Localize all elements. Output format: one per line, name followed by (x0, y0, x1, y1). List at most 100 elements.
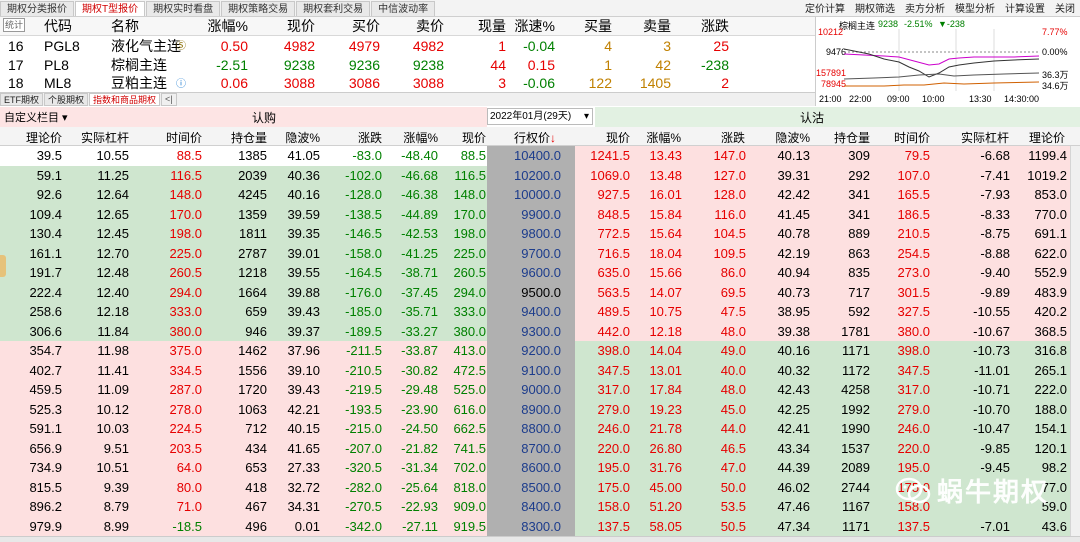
call-col-price[interactable]: 现价 (461, 131, 486, 145)
call-col-iv[interactable]: 隐波% (285, 131, 320, 145)
tab-citic-volatility[interactable]: 中信波动率 (371, 1, 436, 16)
tab-option-arbitrage[interactable]: 期权套利交易 (296, 1, 371, 16)
tab-index-commodity-option[interactable]: 指数和商品期权 (89, 93, 161, 106)
col-ask[interactable]: 卖价 (416, 18, 444, 34)
tab-etf-option[interactable]: ETF期权 (0, 93, 43, 106)
t-row[interactable]: 734.9 10.51 64.0 653 27.33 -320.5 -31.34 702.0 8… (0, 458, 1070, 478)
t-row[interactable]: 656.9 9.51 203.5 434 41.65 -207.0 -21.82 741.5 8… (0, 438, 1070, 458)
col-price[interactable]: 现价 (287, 18, 315, 34)
vertical-scrollbar[interactable] (1070, 146, 1080, 536)
t-row[interactable]: 258.6 12.18 333.0 659 39.43 -185.0 -35.71 333.0… (0, 302, 1070, 322)
put-col-change-pct[interactable]: 涨幅% (646, 131, 681, 145)
t-row[interactable]: 109.4 12.65 170.0 1359 39.59 -138.5 -44.89 170.… (0, 204, 1070, 224)
tab-scroll-arrows[interactable]: <| (161, 93, 177, 106)
put-cell-bg (575, 263, 1070, 283)
put-cell-bg (575, 360, 1070, 380)
call-iv: 39.59 (287, 206, 320, 222)
put-col-time-value[interactable]: 时间价 (893, 131, 930, 145)
put-change-pct: 15.66 (649, 265, 682, 280)
t-row[interactable]: 402.7 11.41 334.5 1556 39.10 -210.5 -30.82 472.… (0, 360, 1070, 380)
row-price: 4982 (283, 37, 315, 54)
col-bid-qty[interactable]: 买量 (584, 18, 612, 34)
quote-row[interactable]: 16 PGL8 液化气主连 Ⓢ 0.50 4982 4979 4982 1 -0.04 4 3 25 (0, 36, 815, 55)
call-cell-bg (0, 438, 487, 458)
strike-price: 9400.0 (521, 304, 561, 319)
strike-price: 8300.0 (521, 518, 561, 534)
call-col-open-interest[interactable]: 持仓量 (230, 131, 267, 145)
put-col-price[interactable]: 现价 (605, 131, 630, 145)
stat-button[interactable]: 统计 (3, 18, 25, 32)
tab-option-strategy[interactable]: 期权策略交易 (221, 1, 296, 16)
put-price: 347.5 (597, 362, 630, 378)
tab-option-realtime[interactable]: 期权实时看盘 (146, 1, 221, 16)
t-row[interactable]: 591.1 10.03 224.5 712 40.15 -215.0 -24.50 662.5… (0, 419, 1070, 439)
call-col-time-value[interactable]: 时间价 (165, 131, 202, 145)
t-row[interactable]: 161.1 12.70 225.0 2787 39.01 -158.0 -41.25 225.… (0, 243, 1070, 263)
tab-option-t-quote[interactable]: 期权T型报价 (75, 1, 146, 16)
t-row[interactable]: 191.7 12.48 260.5 1218 39.55 -164.5 -38.71 260.… (0, 263, 1070, 283)
seller-analysis-button[interactable]: 卖方分析 (905, 4, 945, 15)
call-oi: 1218 (238, 265, 267, 280)
call-oi: 1063 (238, 401, 267, 417)
put-cell-bg (575, 204, 1070, 224)
custom-columns-dropdown[interactable]: 自定义栏目 ▾ (4, 112, 68, 124)
call-col-theory[interactable]: 理论价 (25, 131, 62, 145)
t-row[interactable]: 222.4 12.40 294.0 1664 39.88 -176.0 -37.45 294.… (0, 282, 1070, 302)
col-speed[interactable]: 涨速% (514, 18, 555, 34)
col-change[interactable]: 涨跌 (701, 18, 729, 34)
call-price: 741.5 (453, 440, 486, 456)
t-row[interactable]: 39.5 10.55 88.5 1385 41.05 -83.0 -48.40 88.5 104… (0, 146, 1070, 166)
t-row[interactable]: 354.7 11.98 375.0 1462 37.96 -211.5 -33.87 413.… (0, 341, 1070, 361)
close-button[interactable]: 关闭 (1055, 4, 1075, 15)
col-ask-qty[interactable]: 卖量 (643, 18, 671, 34)
call-oi: 1385 (238, 148, 267, 163)
col-chg-pct[interactable]: 涨幅% (207, 18, 248, 34)
call-oi: 1811 (239, 226, 267, 241)
col-bid[interactable]: 买价 (352, 18, 380, 34)
expiry-month-select[interactable]: 2022年01月(29天) ▾ (487, 108, 593, 125)
pricing-calc-button[interactable]: 定价计算 (805, 4, 845, 15)
call-oi: 1359 (238, 206, 267, 222)
put-oi: 2089 (841, 460, 870, 475)
put-col-open-interest[interactable]: 持仓量 (833, 131, 870, 145)
t-row[interactable]: 896.2 8.79 71.0 467 34.31 -270.5 -22.93 909.0 84… (0, 497, 1070, 517)
put-col-theory[interactable]: 理论价 (1028, 131, 1065, 145)
call-col-change-pct[interactable]: 涨幅% (403, 131, 438, 145)
col-code[interactable]: 代码 (44, 18, 72, 34)
t-row[interactable]: 59.1 11.25 116.5 2039 40.36 -102.0 -46.68 116.5… (0, 165, 1070, 185)
strike-cell-bg (487, 438, 575, 458)
put-oi: 1171 (842, 343, 870, 358)
t-row[interactable]: 525.3 10.12 278.0 1063 42.21 -193.5 -23.90 616.… (0, 399, 1070, 419)
t-row[interactable]: 815.5 9.39 80.0 418 32.72 -282.0 -25.64 818.0 85… (0, 477, 1070, 497)
horizontal-scrollbar[interactable] (0, 536, 1080, 542)
model-analysis-button[interactable]: 模型分析 (955, 4, 995, 15)
put-iv: 39.31 (777, 167, 810, 183)
calc-settings-button[interactable]: 计算设置 (1005, 4, 1045, 15)
strike-col[interactable]: 行权价↓ (514, 129, 556, 146)
t-row[interactable]: 459.5 11.09 287.0 1720 39.43 -219.5 -29.48 525.… (0, 380, 1070, 400)
t-row[interactable]: 92.6 12.64 148.0 4245 40.16 -128.0 -46.38 148.0… (0, 185, 1070, 205)
put-change-pct: 45.00 (649, 479, 682, 495)
col-volume[interactable]: 现量 (478, 18, 506, 34)
put-col-leverage[interactable]: 实际杠杆 (960, 131, 1009, 145)
quote-row[interactable]: 18 ML8 豆粕主连 ⓘ 0.06 3088 3086 3088 3 -0.06 122 1405 2 (0, 74, 815, 93)
put-col-change[interactable]: 涨跌 (720, 131, 745, 145)
time-tick: 21:00 (819, 94, 842, 104)
call-price: 225.0 (453, 245, 486, 261)
t-row[interactable]: 306.6 11.84 380.0 946 39.37 -189.5 -33.27 380.0… (0, 321, 1070, 341)
call-cell-bg (0, 204, 487, 224)
call-col-leverage[interactable]: 实际杠杆 (80, 131, 129, 145)
call-leverage: 12.18 (96, 304, 129, 319)
option-filter-button[interactable]: 期权筛选 (855, 4, 895, 15)
t-row[interactable]: 979.9 8.99 -18.5 496 0.01 -342.0 -27.11 919.5 83… (0, 516, 1070, 536)
call-col-change[interactable]: 涨跌 (357, 131, 382, 145)
tab-stock-option[interactable]: 个股期权 (44, 93, 89, 106)
col-name[interactable]: 名称 (111, 18, 139, 34)
side-panel-handle[interactable] (0, 255, 6, 277)
quote-row[interactable]: 17 PL8 棕榈主连 -2.51 9238 9236 9238 44 0.15 1 42 -238 (0, 55, 815, 74)
put-oi: 889 (848, 226, 870, 241)
tab-option-category-quote[interactable]: 期权分类报价 (0, 1, 74, 16)
t-row[interactable]: 130.4 12.45 198.0 1811 39.35 -146.5 -42.53 198.… (0, 224, 1070, 244)
put-col-iv[interactable]: 隐波% (775, 131, 810, 145)
call-time-value: 71.0 (176, 499, 202, 514)
